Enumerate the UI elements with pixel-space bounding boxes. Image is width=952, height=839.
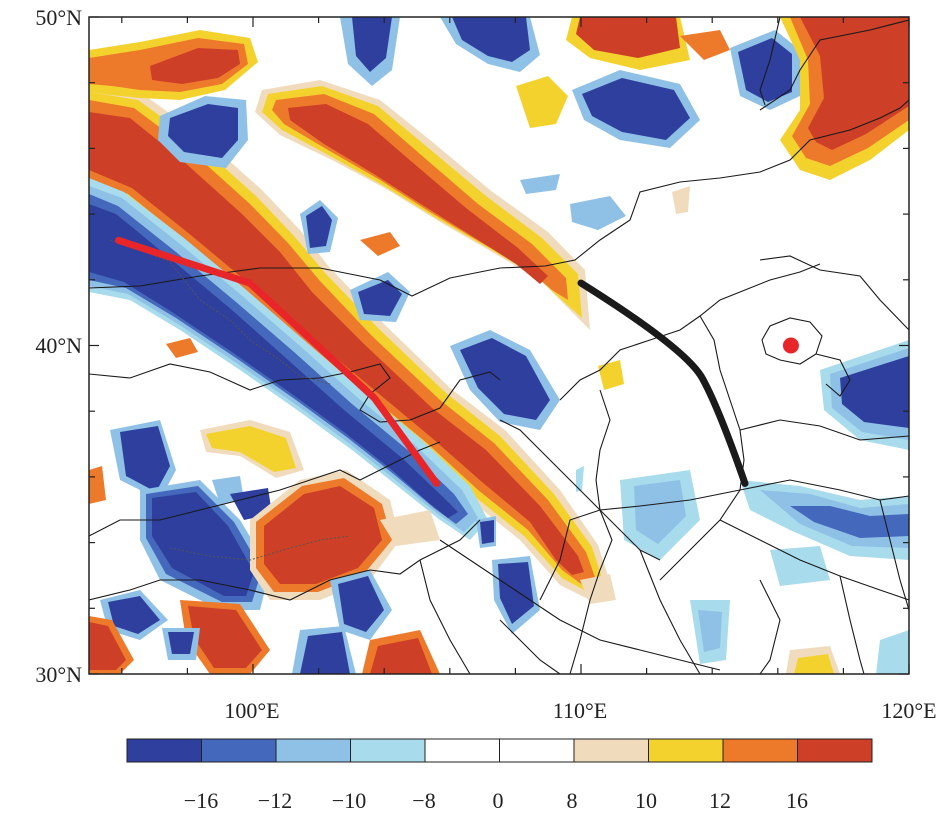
colorbar-labels: −16 −12 −10 −8 0 8 10 12 16 [184,788,808,813]
colorbar-swatch [649,739,724,762]
colorbar-label-6: 10 [635,788,657,813]
colorbar-swatch [127,739,202,762]
blob-sw10-blue-dark [168,632,194,654]
colorbar-label-3: −8 [412,788,435,813]
colorbar-label-4: 0 [493,788,504,813]
lon-label-mid: 110°E [553,698,607,723]
colorbar-swatch [798,739,873,762]
colorbar-swatch [574,739,649,762]
colorbar-label-5: 8 [567,788,578,813]
colorbar-label-7: 12 [709,788,731,813]
colorbar-label-8: 16 [786,788,808,813]
colorbar-swatch [425,739,500,762]
colorbar-swatch [202,739,277,762]
lon-label-right: 120°E [881,698,936,723]
colorbar-swatch [351,739,426,762]
colorbar [127,739,872,762]
map-plot-area [89,17,909,674]
colorbar-label-2: −10 [332,788,366,813]
colorbar-label-1: −12 [258,788,292,813]
colorbar-swatch [500,739,575,762]
blob-s5-dark [480,520,494,544]
colorbar-swatch [276,739,351,762]
colorbar-label-0: −16 [184,788,218,813]
lat-label-top: 50°N [35,5,82,30]
lat-label-bottom: 30°N [35,662,82,687]
colorbar-swatch [723,739,798,762]
lat-label-mid: 40°N [35,333,82,358]
blob-e4-light [770,546,830,586]
lon-label-left: 100°E [224,698,279,723]
location-marker [783,338,799,354]
